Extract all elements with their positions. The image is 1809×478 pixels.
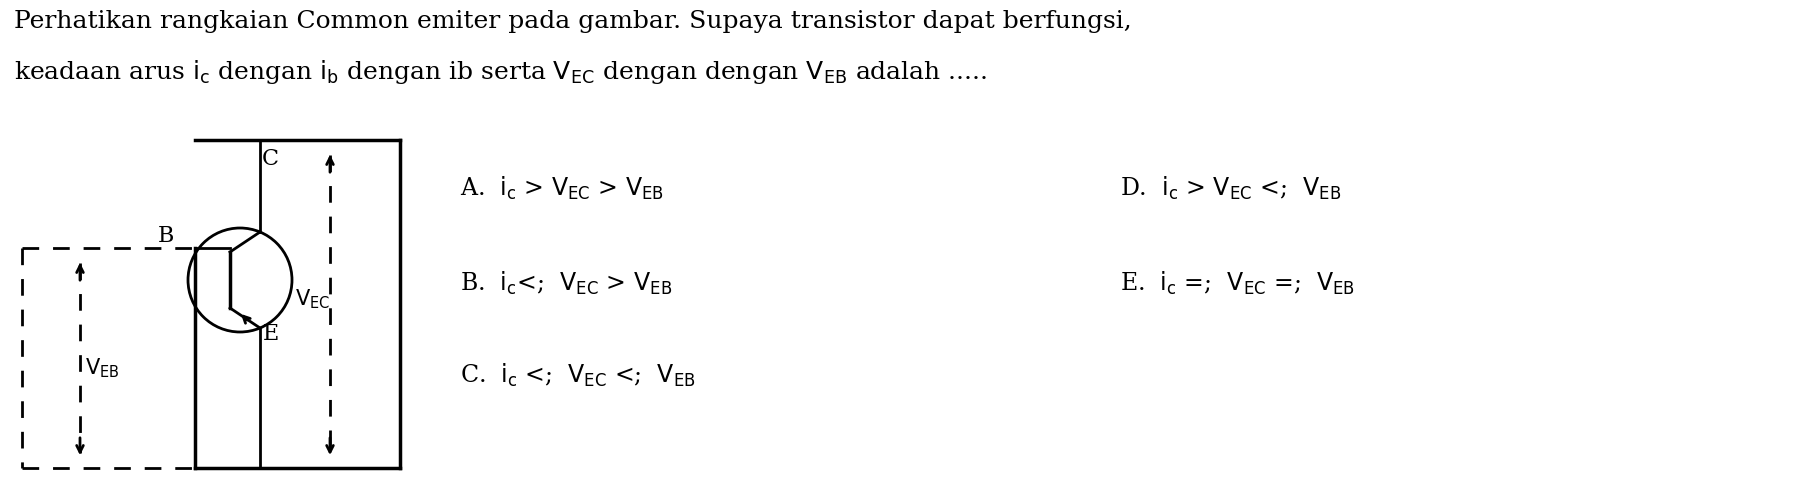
Text: $\mathrm{V_{EB}}$: $\mathrm{V_{EB}}$ xyxy=(85,356,119,380)
Text: E: E xyxy=(262,323,279,345)
Text: keadaan arus $\mathrm{i_c}$ dengan $\mathrm{i_b}$ dengan ib serta $\mathrm{V_{EC: keadaan arus $\mathrm{i_c}$ dengan $\mat… xyxy=(14,58,988,86)
Text: Perhatikan rangkaian Common emiter pada gambar. Supaya transistor dapat berfungs: Perhatikan rangkaian Common emiter pada … xyxy=(14,10,1132,33)
Text: A.  $\mathrm{i_c}$ > $\mathrm{V_{EC}}$ > $\mathrm{V_{EB}}$: A. $\mathrm{i_c}$ > $\mathrm{V_{EC}}$ > … xyxy=(459,175,664,202)
Text: E.  $\mathrm{i_c}$ =;  $\mathrm{V_{EC}}$ =;  $\mathrm{V_{EB}}$: E. $\mathrm{i_c}$ =; $\mathrm{V_{EC}}$ =… xyxy=(1120,270,1355,297)
Text: B: B xyxy=(157,225,174,247)
Text: D.  $\mathrm{i_c}$ > $\mathrm{V_{EC}}$ <;  $\mathrm{V_{EB}}$: D. $\mathrm{i_c}$ > $\mathrm{V_{EC}}$ <;… xyxy=(1120,175,1340,202)
Text: C.  $\mathrm{i_c}$ <;  $\mathrm{V_{EC}}$ <;  $\mathrm{V_{EB}}$: C. $\mathrm{i_c}$ <; $\mathrm{V_{EC}}$ <… xyxy=(459,362,696,389)
Text: B.  $\mathrm{i_c}$<;  $\mathrm{V_{EC}}$ > $\mathrm{V_{EB}}$: B. $\mathrm{i_c}$<; $\mathrm{V_{EC}}$ > … xyxy=(459,270,673,297)
Text: $\mathrm{V_{EC}}$: $\mathrm{V_{EC}}$ xyxy=(295,287,331,311)
Text: C: C xyxy=(262,148,279,170)
